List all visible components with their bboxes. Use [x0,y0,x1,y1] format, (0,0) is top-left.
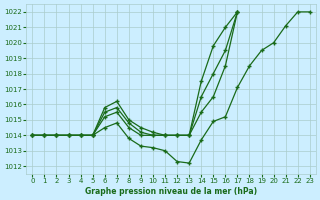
X-axis label: Graphe pression niveau de la mer (hPa): Graphe pression niveau de la mer (hPa) [85,187,257,196]
